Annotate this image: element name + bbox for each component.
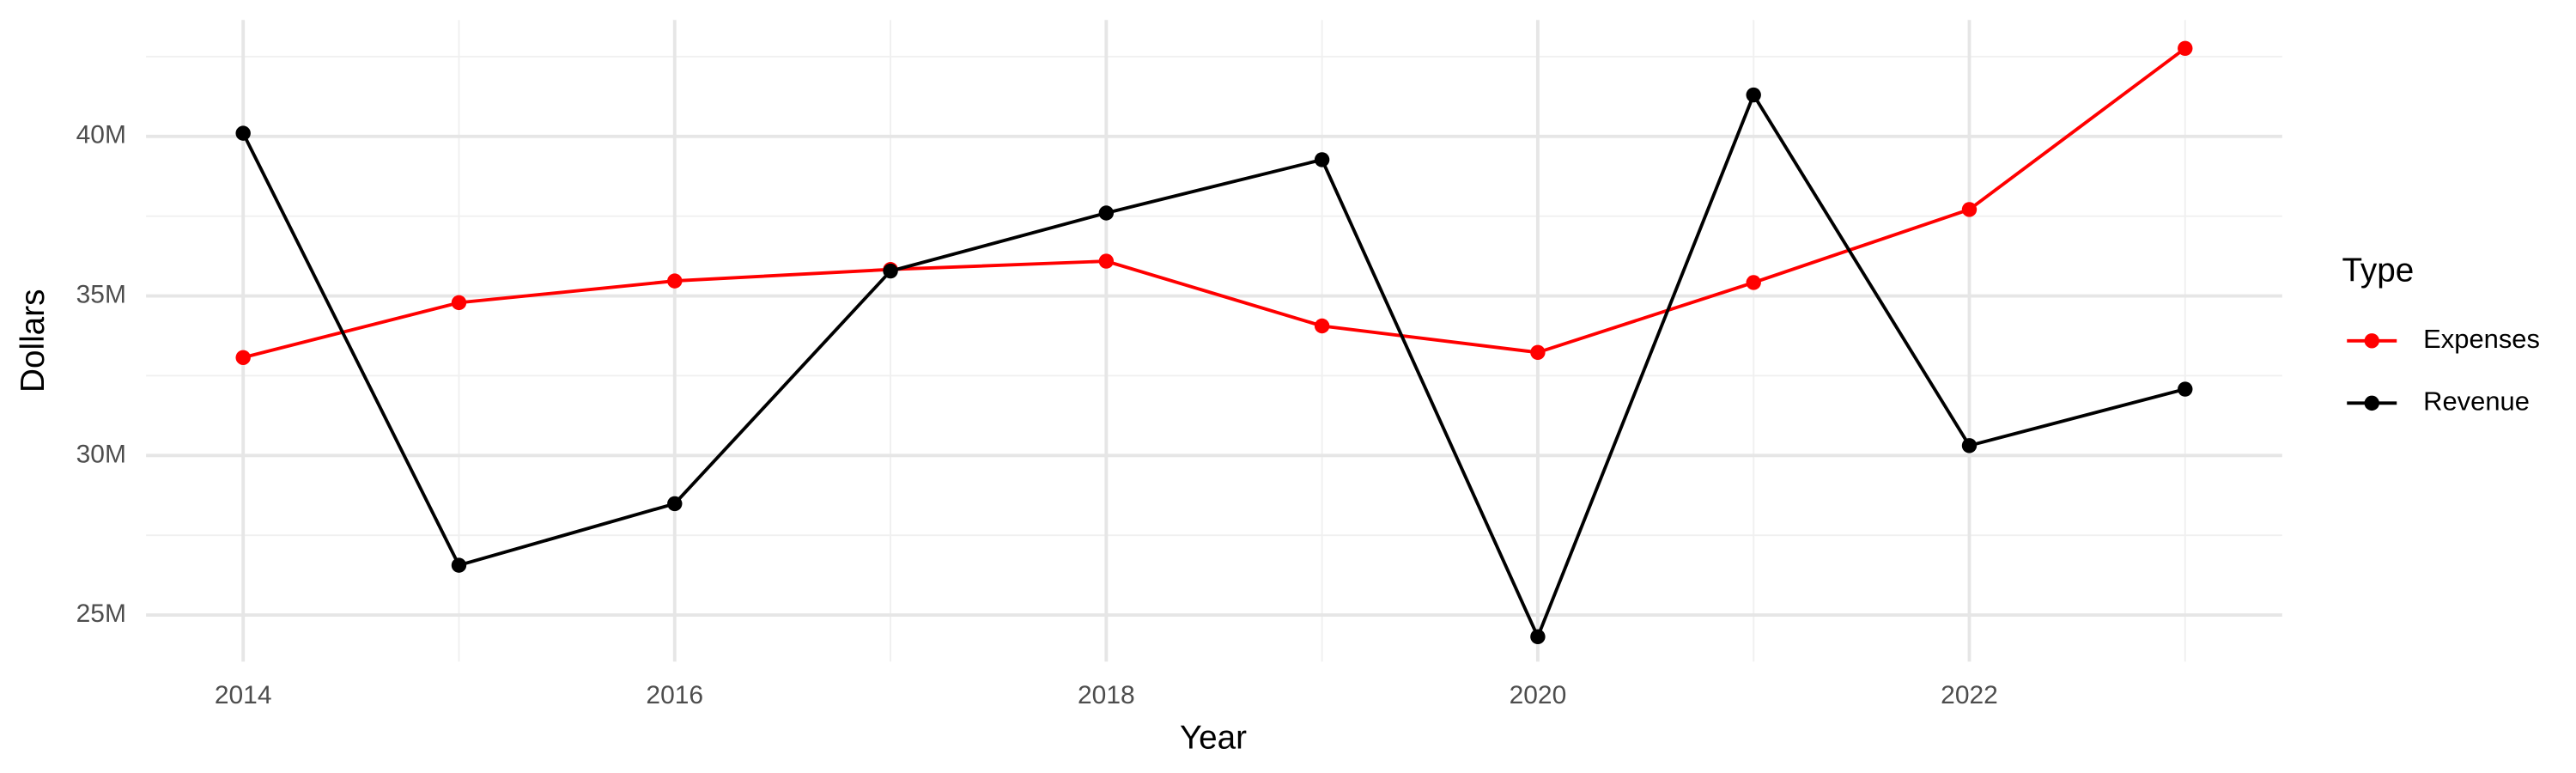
data-point [883,263,898,279]
data-point [1961,438,1978,453]
data-point [235,125,251,141]
data-point [1314,318,1330,334]
y-tick-label: 30M [76,440,126,468]
x-tick-label: 2022 [1941,681,1998,709]
series-line [242,46,2186,360]
data-point [1098,205,1115,221]
x-tick-label: 2016 [646,681,703,709]
legend-title: Type [2342,253,2414,289]
y-tick-label: 40M [76,121,126,149]
data-point [1961,202,1978,217]
legend-marker [2364,395,2379,411]
x-tick-label: 2020 [1510,681,1567,709]
data-point [2178,381,2193,397]
data-point [667,273,683,289]
y-tick-label: 25M [76,600,126,628]
data-point [1314,152,1330,167]
legend-marker [2364,333,2379,349]
data-point [451,295,467,311]
y-tick-label: 35M [76,280,126,308]
data-point [1530,344,1546,361]
y-axis-title: Dollars [15,289,52,393]
data-point [1098,253,1115,269]
data-point [235,350,251,365]
data-point [1746,87,1761,103]
x-tick-label: 2014 [215,681,272,709]
legend-label: Revenue [2423,386,2530,417]
series-line [241,91,2186,642]
legend-label: Expenses [2423,324,2540,354]
data-point [1530,629,1546,645]
x-tick-label: 2018 [1078,681,1135,709]
data-point [2178,40,2193,56]
data-point [1746,275,1761,290]
data-point [667,496,683,512]
x-axis-title: Year [1180,719,1247,756]
data-point [451,557,467,573]
